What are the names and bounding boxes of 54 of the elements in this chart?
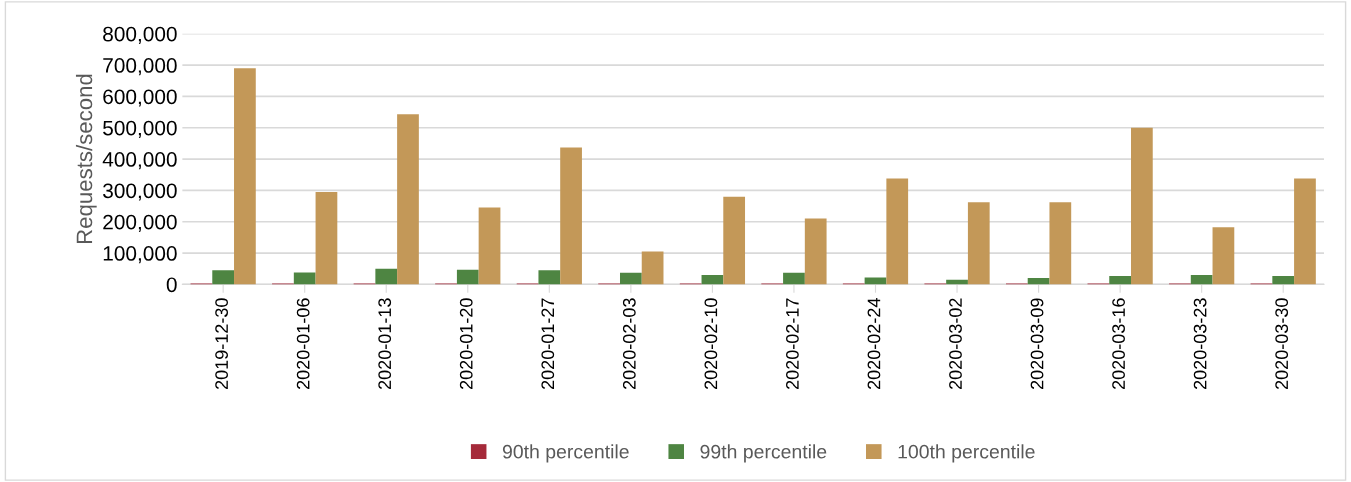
bar: [1109, 275, 1131, 285]
bar: [1049, 202, 1072, 285]
bar: [1131, 127, 1153, 285]
x-tick-label: 2020-03-30: [1275, 298, 1289, 390]
bar: [967, 202, 990, 285]
bar: [560, 147, 582, 285]
bar: [1294, 178, 1316, 285]
bar: [1190, 274, 1213, 285]
bar: [641, 251, 664, 285]
legend-label: 100th percentile: [898, 444, 1035, 463]
x-tick-label: 2019-12-30: [215, 298, 228, 390]
y-tick-label: 500,000: [103, 120, 177, 138]
x-tick-label: 2020-03-09: [1030, 298, 1044, 390]
bar: [886, 178, 909, 285]
x-tick-label: 2020-03-02: [949, 298, 962, 390]
bar: [478, 207, 501, 285]
bar: [456, 269, 479, 285]
bar: [293, 272, 316, 285]
bar: [783, 272, 805, 285]
x-tick-label: 2020-01-20: [459, 298, 473, 390]
y-tick-label: 700,000: [103, 58, 177, 76]
x-tick-label: 2020-03-23: [1193, 298, 1207, 390]
legend-label: 90th percentile: [502, 444, 629, 463]
x-tick-label: 2020-02-17: [786, 298, 799, 390]
bar: [1212, 227, 1235, 285]
y-axis-title: Requests/second: [75, 74, 97, 244]
x-tick-label: 2020-03-16: [1112, 298, 1125, 390]
bar: [1272, 275, 1295, 285]
bar: [701, 274, 724, 285]
bar: [212, 270, 235, 285]
bar: [234, 68, 256, 285]
y-tick-label: 300,000: [103, 183, 177, 201]
y-tick-label: 100,000: [103, 246, 177, 264]
x-tick-label: 2020-01-13: [378, 298, 392, 390]
y-tick-label: 800,000: [103, 26, 177, 44]
bar: [804, 218, 827, 285]
legend-label: 99th percentile: [700, 444, 827, 463]
x-tick-label: 2020-02-10: [704, 298, 718, 390]
y-tick-label: 400,000: [102, 152, 177, 170]
x-tick-label: 2020-01-27: [541, 298, 555, 390]
bar: [538, 270, 561, 285]
x-tick-label: 2020-02-24: [867, 298, 881, 390]
y-tick-label: 600,000: [103, 89, 177, 107]
bar: [620, 272, 642, 285]
bar: [375, 268, 398, 285]
y-tick-label: 0: [166, 277, 177, 293]
y-tick-label: 200,000: [103, 214, 177, 232]
bar: [723, 196, 746, 285]
bar: [397, 114, 419, 285]
x-tick-label: 2020-02-03: [622, 298, 636, 390]
x-tick-label: 2020-01-06: [296, 298, 310, 390]
bar: [1027, 278, 1050, 285]
bar: [315, 191, 338, 285]
bar: [864, 277, 887, 285]
